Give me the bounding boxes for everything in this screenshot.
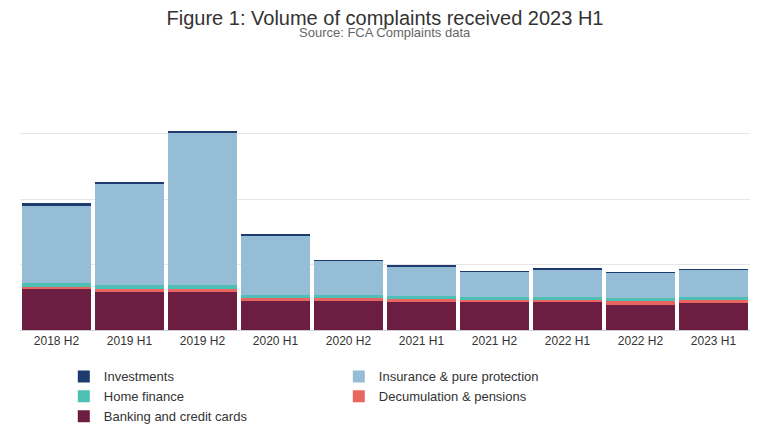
svg-text:Decumulation & pensions: Decumulation & pensions bbox=[379, 389, 527, 404]
svg-text:Source: FCA Complaints data: Source: FCA Complaints data bbox=[299, 25, 471, 40]
svg-text:2019 H2: 2019 H2 bbox=[180, 334, 226, 348]
svg-text:Home finance: Home finance bbox=[104, 389, 184, 404]
svg-text:2021 H1: 2021 H1 bbox=[399, 334, 445, 348]
svg-text:Figure 1: Volume of complaints: Figure 1: Volume of complaints received … bbox=[167, 7, 604, 29]
svg-text:Insurance & pure protection: Insurance & pure protection bbox=[379, 369, 539, 384]
svg-text:2020 H1: 2020 H1 bbox=[253, 334, 299, 348]
svg-text:2021 H2: 2021 H2 bbox=[472, 334, 518, 348]
svg-text:2018 H2: 2018 H2 bbox=[34, 334, 80, 348]
svg-text:Investments: Investments bbox=[104, 369, 175, 384]
svg-text:2022 H1: 2022 H1 bbox=[545, 334, 591, 348]
svg-text:2022 H2: 2022 H2 bbox=[618, 334, 664, 348]
svg-text:Banking and credit cards: Banking and credit cards bbox=[104, 409, 248, 424]
svg-text:2019 H1: 2019 H1 bbox=[107, 334, 153, 348]
svg-text:2023 H1: 2023 H1 bbox=[691, 334, 737, 348]
svg-text:2020 H2: 2020 H2 bbox=[326, 334, 372, 348]
